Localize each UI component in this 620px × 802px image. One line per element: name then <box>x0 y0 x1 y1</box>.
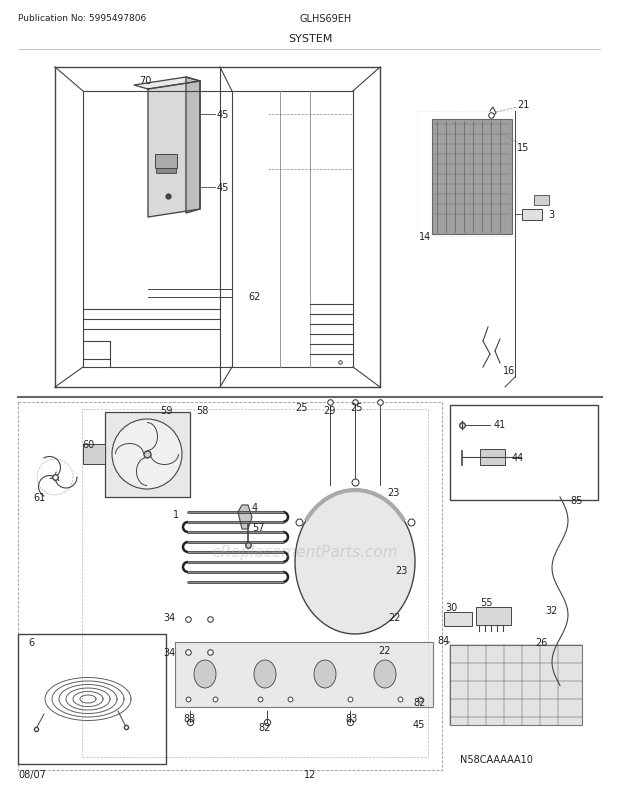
Text: 55: 55 <box>480 597 492 607</box>
Text: 08/07: 08/07 <box>18 769 46 779</box>
Ellipse shape <box>314 660 336 688</box>
Ellipse shape <box>112 419 182 489</box>
Bar <box>432 119 512 235</box>
Bar <box>155 155 177 168</box>
Text: 29: 29 <box>323 406 335 415</box>
Text: 83: 83 <box>345 713 357 723</box>
Text: 84: 84 <box>437 635 450 645</box>
Text: 16: 16 <box>503 366 515 375</box>
Text: 82: 82 <box>413 697 425 707</box>
Text: 82: 82 <box>258 722 270 732</box>
Bar <box>476 607 511 626</box>
Text: 23: 23 <box>387 488 399 497</box>
Text: 14: 14 <box>419 232 432 241</box>
Text: 12: 12 <box>304 769 316 779</box>
Text: 6: 6 <box>28 638 34 647</box>
Text: 34: 34 <box>163 612 175 622</box>
Text: Publication No: 5995497806: Publication No: 5995497806 <box>18 14 146 23</box>
Bar <box>82 410 428 757</box>
Text: 45: 45 <box>413 719 425 729</box>
Bar <box>450 406 598 500</box>
Ellipse shape <box>194 660 216 688</box>
Text: 30: 30 <box>445 602 458 612</box>
Text: 21: 21 <box>517 100 529 110</box>
Text: 61: 61 <box>33 492 45 502</box>
Ellipse shape <box>295 490 415 634</box>
Text: 4: 4 <box>252 502 258 512</box>
Bar <box>18 403 442 770</box>
Bar <box>522 210 542 221</box>
Text: 44: 44 <box>512 452 525 463</box>
Bar <box>450 645 582 725</box>
Text: 25: 25 <box>350 403 363 412</box>
Text: N58CAAAAA10: N58CAAAAA10 <box>460 754 533 764</box>
Ellipse shape <box>254 660 276 688</box>
Bar <box>105 412 190 497</box>
Text: 22: 22 <box>388 612 401 622</box>
Text: 62: 62 <box>248 292 260 302</box>
Text: SYSTEM: SYSTEM <box>288 34 332 44</box>
Bar <box>417 111 517 237</box>
Text: 15: 15 <box>517 143 529 153</box>
Text: 85: 85 <box>570 496 582 505</box>
Text: 23: 23 <box>395 565 407 575</box>
Ellipse shape <box>374 660 396 688</box>
Text: 60: 60 <box>82 439 94 449</box>
Text: 1: 1 <box>173 509 179 520</box>
Polygon shape <box>238 505 252 529</box>
Text: 26: 26 <box>535 638 547 647</box>
Text: 58: 58 <box>196 406 208 415</box>
Text: 34: 34 <box>163 647 175 657</box>
Text: 59: 59 <box>160 406 172 415</box>
Text: 25: 25 <box>295 403 308 412</box>
Polygon shape <box>186 78 200 214</box>
Bar <box>534 196 549 206</box>
Bar <box>18 634 166 764</box>
Polygon shape <box>148 82 200 217</box>
Text: 3: 3 <box>548 210 554 220</box>
Bar <box>156 168 176 174</box>
Text: 45: 45 <box>217 110 229 119</box>
Text: 22: 22 <box>378 645 391 655</box>
Text: eReplacementParts.com: eReplacementParts.com <box>211 545 398 560</box>
Bar <box>444 612 472 626</box>
Bar <box>175 642 433 707</box>
Text: 45: 45 <box>217 183 229 192</box>
Polygon shape <box>134 78 200 90</box>
Text: 83: 83 <box>183 713 195 723</box>
Text: 32: 32 <box>545 606 557 615</box>
Text: GLHS69EH: GLHS69EH <box>300 14 352 24</box>
Bar <box>83 444 105 464</box>
Text: 57: 57 <box>252 522 265 533</box>
Bar <box>480 449 505 465</box>
Text: 70: 70 <box>139 76 151 86</box>
Text: 41: 41 <box>494 419 507 429</box>
